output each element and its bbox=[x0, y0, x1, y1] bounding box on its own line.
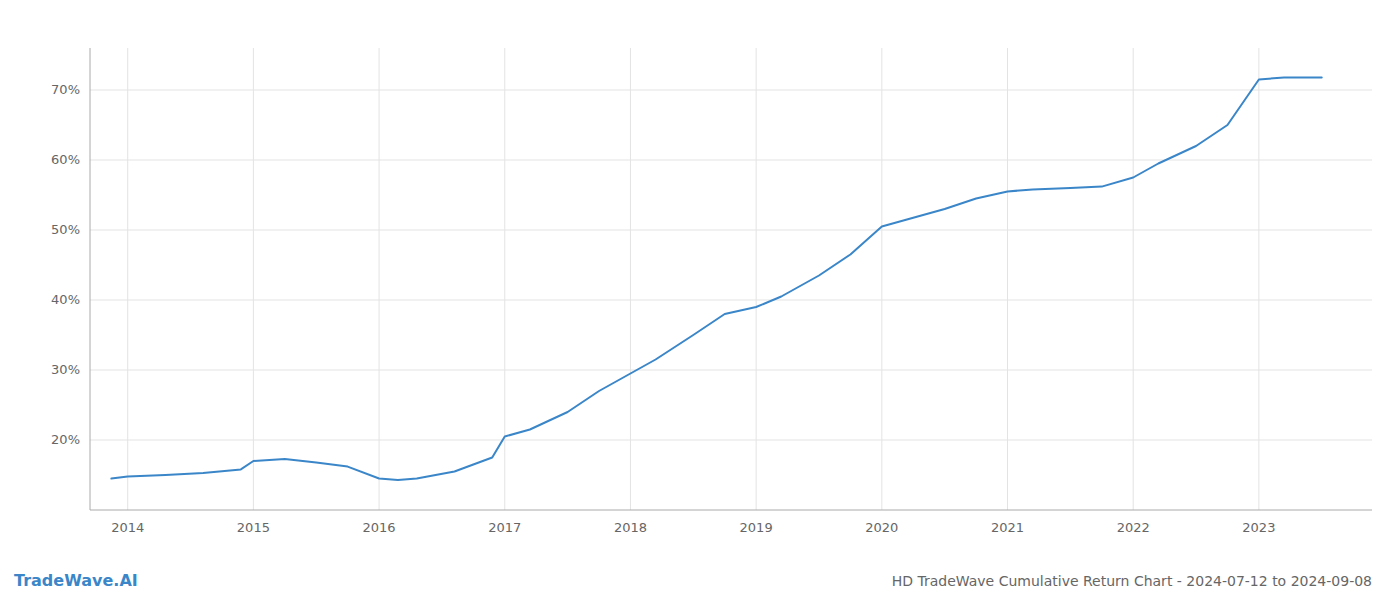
chart-container: 20% 30% 40% 50% 60% 70% 2014 2015 2016 2017 2018 20… bbox=[0, 0, 1400, 600]
x-tick-label: 2016 bbox=[363, 520, 396, 535]
x-tick-label: 2020 bbox=[865, 520, 898, 535]
x-tick-label: 2019 bbox=[740, 520, 773, 535]
x-tick-label: 2022 bbox=[1117, 520, 1150, 535]
x-tick-label: 2014 bbox=[111, 520, 144, 535]
y-grid-line bbox=[90, 300, 1372, 301]
grid bbox=[90, 48, 1372, 510]
x-grid-line bbox=[881, 48, 882, 510]
y-grid-line bbox=[90, 160, 1372, 161]
page: {"chart_data": {"type": "line", "title":… bbox=[0, 0, 1400, 600]
x-grid-line bbox=[1258, 48, 1259, 510]
y-tick-label: 40% bbox=[51, 292, 80, 307]
x-axis-line bbox=[90, 510, 1372, 511]
watermark: TradeWave.AI bbox=[14, 571, 138, 590]
y-grid-line bbox=[90, 230, 1372, 231]
y-grid-line bbox=[90, 370, 1372, 371]
y-tick-label: 20% bbox=[51, 432, 80, 447]
y-grid-line bbox=[90, 440, 1372, 441]
x-grid-line bbox=[1133, 48, 1134, 510]
x-grid-line bbox=[756, 48, 757, 510]
chart-title: HD TradeWave Cumulative Return Chart - 2… bbox=[892, 573, 1372, 589]
y-grid-line bbox=[90, 90, 1372, 91]
tick-labels: 20% 30% 40% 50% 60% 70% 2014 2015 2016 2017 2018 20… bbox=[51, 82, 1275, 536]
x-tick-label: 2023 bbox=[1242, 520, 1275, 535]
x-grid-line bbox=[127, 48, 128, 510]
chart-svg: 20% 30% 40% 50% 60% 70% 2014 2015 2016 2017 2018 20… bbox=[0, 0, 1400, 600]
y-tick-label: 30% bbox=[51, 362, 80, 377]
y-tick-label: 70% bbox=[51, 82, 80, 97]
plot-area bbox=[111, 77, 1321, 480]
x-tick-label: 2015 bbox=[237, 520, 270, 535]
x-grid-line bbox=[1007, 48, 1008, 510]
x-grid-line bbox=[253, 48, 254, 510]
x-grid-line bbox=[504, 48, 505, 510]
x-tick-label: 2018 bbox=[614, 520, 647, 535]
y-axis-line bbox=[90, 48, 91, 510]
x-tick-label: 2021 bbox=[991, 520, 1024, 535]
x-grid-line bbox=[379, 48, 380, 510]
x-tick-label: 2017 bbox=[488, 520, 521, 535]
axes bbox=[90, 48, 1372, 510]
series-line bbox=[111, 77, 1321, 480]
x-grid-line bbox=[630, 48, 631, 510]
y-tick-label: 60% bbox=[51, 152, 80, 167]
y-tick-label: 50% bbox=[51, 222, 80, 237]
